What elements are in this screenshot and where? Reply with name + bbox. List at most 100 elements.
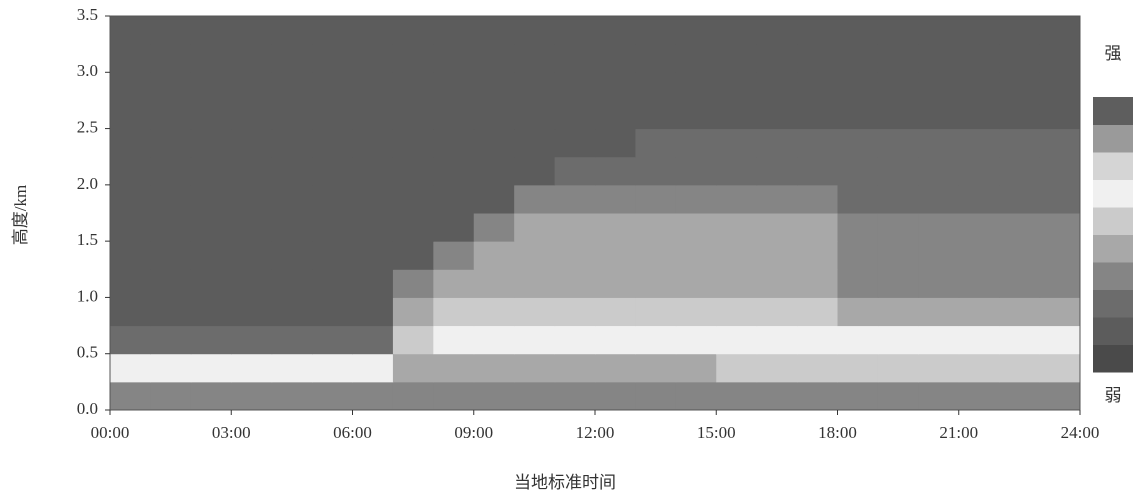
heatmap-cell [756,381,798,411]
heatmap-cell [756,353,798,383]
heatmap-cell [635,72,677,101]
heatmap-cell [716,128,758,158]
heatmap-cell [635,381,677,411]
heatmap-cell [756,156,798,186]
heatmap-cell [352,381,394,411]
heatmap-cell [635,100,677,130]
heatmap-cell [999,100,1041,130]
heatmap-cell [110,156,151,186]
heatmap-cell [918,72,960,101]
heatmap-cell [797,213,838,242]
heatmap-cell [756,128,798,158]
heatmap-cell [1039,184,1081,214]
x-tick-label: 03:00 [212,423,251,442]
heatmap-cell [635,269,677,298]
heatmap-cell [473,241,515,270]
heatmap-cell [392,184,434,214]
x-tick-label: 12:00 [576,423,615,442]
heatmap-cell [150,100,192,130]
heatmap-cell [716,297,758,327]
x-tick-label: 24:00 [1061,423,1100,442]
heatmap-cell [433,44,475,73]
heatmap-cell [1039,325,1081,355]
heatmap-cell [514,16,556,45]
heatmap-cell [554,297,596,327]
heatmap-cell [433,381,475,411]
heatmap-cell [473,269,515,298]
heatmap-cell [352,325,394,355]
heatmap-cell [797,128,838,158]
heatmap-cell [271,269,313,298]
heatmap-cell [392,297,434,327]
heatmap-cell [716,16,758,45]
heatmap-cell [999,72,1041,101]
x-tick-label: 06:00 [333,423,372,442]
heatmap-cell [433,213,475,242]
heatmap-cell [675,325,717,355]
heatmap-cell [635,44,677,73]
heatmap-cell [312,241,353,270]
heatmap-cell [999,241,1041,270]
heatmap-cell [110,184,151,214]
heatmap-cell [190,72,232,101]
heatmap-cell [231,156,273,186]
heatmap-cell [999,184,1041,214]
heatmap-cell [595,100,636,130]
heatmap-cell [554,353,596,383]
heatmap-cell [837,128,879,158]
heatmap-cell [595,297,636,327]
heatmap-cell [635,156,677,186]
heatmap-cell [797,325,838,355]
heatmap-cell [514,325,556,355]
heatmap-cell [150,184,192,214]
heatmap-cell [716,72,758,101]
heatmap-cell [635,213,677,242]
heatmap-cell [716,269,758,298]
heatmap-cell [514,156,556,186]
heatmap-cell [999,213,1041,242]
heatmap-cell [595,72,636,101]
heatmap-cell [837,72,879,101]
heatmap-cell [473,353,515,383]
heatmap-cell [999,353,1041,383]
heatmap-cell [392,353,434,383]
heatmap-cell [110,128,151,158]
heatmap-cell [110,325,151,355]
heatmap-cell [271,297,313,327]
heatmap-cell [231,269,273,298]
heatmap-cell [756,44,798,73]
heatmap-cell [716,213,758,242]
heatmap-cell [231,72,273,101]
heatmap-cell [958,269,1000,298]
heatmap-cell [797,16,838,45]
heatmap-cell [190,100,232,130]
heatmap-cell [514,297,556,327]
heatmap-cell [877,128,919,158]
heatmap-cell [958,213,1000,242]
heatmap-cell [1039,241,1081,270]
heatmap-cell [635,184,677,214]
heatmap-cell [150,213,192,242]
heatmap-cell [392,325,434,355]
heatmap-cell [675,44,717,73]
heatmap-cell [756,72,798,101]
x-tick-label: 09:00 [454,423,493,442]
x-tick-label: 18:00 [818,423,857,442]
heatmap-cell [877,184,919,214]
y-tick-label: 0.5 [77,343,98,362]
heatmap-cell [918,100,960,130]
heatmap-cell [1039,297,1081,327]
heatmap-cell [756,269,798,298]
heatmap-cell [918,128,960,158]
heatmap-cell [190,381,232,411]
heatmap-cell [877,381,919,411]
heatmap-cell [514,128,556,158]
heatmap-cell [231,241,273,270]
heatmap-cell [918,297,960,327]
heatmap-cell [110,16,151,45]
heatmap-cell [271,44,313,73]
heatmap-cell [392,241,434,270]
heatmap-cell [150,297,192,327]
heatmap-cell [150,353,192,383]
